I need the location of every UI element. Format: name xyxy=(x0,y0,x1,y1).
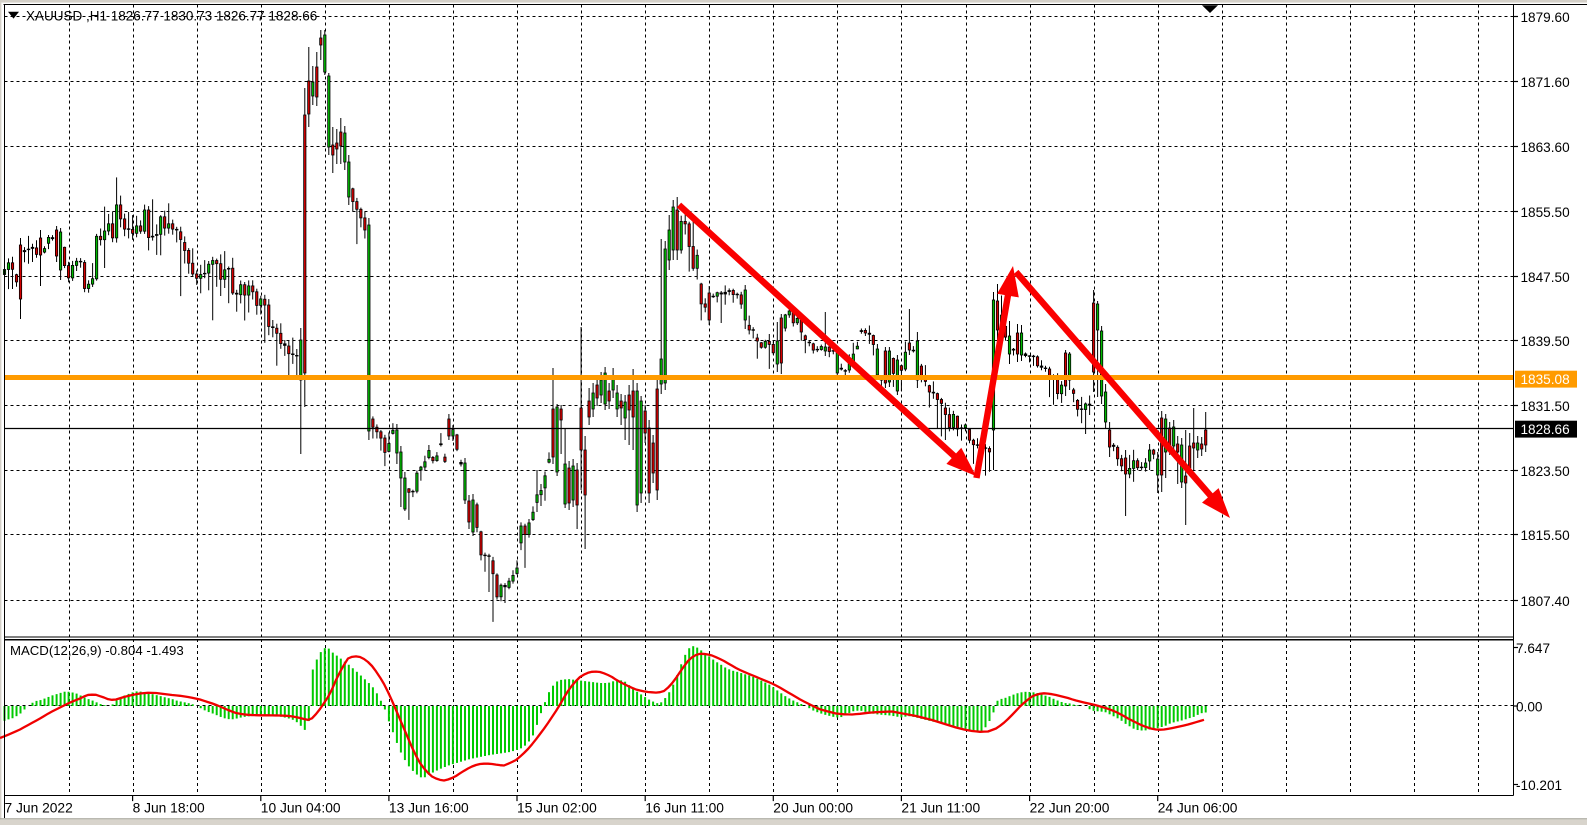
svg-text:15 Jun 02:00: 15 Jun 02:00 xyxy=(517,801,597,816)
svg-text:13 Jun 16:00: 13 Jun 16:00 xyxy=(389,801,469,816)
svg-text:1807.40: 1807.40 xyxy=(1521,594,1571,609)
svg-text:1831.50: 1831.50 xyxy=(1521,399,1571,414)
svg-text:1879.60: 1879.60 xyxy=(1521,10,1571,25)
svg-text:22 Jun 20:00: 22 Jun 20:00 xyxy=(1030,801,1110,816)
svg-text:7 Jun 2022: 7 Jun 2022 xyxy=(5,801,73,816)
svg-text:1839.50: 1839.50 xyxy=(1521,334,1571,349)
svg-text:21 Jun 11:00: 21 Jun 11:00 xyxy=(901,801,980,816)
svg-text:XAUUSD ,H1 1826.77 1830.73 18: XAUUSD ,H1 1826.77 1830.73 1826.77 1828.… xyxy=(26,9,317,24)
svg-text:1871.60: 1871.60 xyxy=(1521,75,1571,90)
svg-text:16 Jun 11:00: 16 Jun 11:00 xyxy=(645,801,724,816)
svg-text:1823.50: 1823.50 xyxy=(1521,464,1571,479)
svg-text:-10.201: -10.201 xyxy=(1516,778,1562,793)
svg-text:1815.50: 1815.50 xyxy=(1521,528,1571,543)
svg-text:1855.50: 1855.50 xyxy=(1521,205,1571,220)
svg-text:0.00: 0.00 xyxy=(1516,700,1543,715)
svg-text:1847.50: 1847.50 xyxy=(1521,270,1571,285)
svg-text:1835.08: 1835.08 xyxy=(1521,372,1570,387)
svg-text:1828.66: 1828.66 xyxy=(1521,422,1570,437)
svg-text:10 Jun 04:00: 10 Jun 04:00 xyxy=(261,801,341,816)
svg-text:20 Jun 00:00: 20 Jun 00:00 xyxy=(773,801,853,816)
svg-text:24 Jun 06:00: 24 Jun 06:00 xyxy=(1158,801,1238,816)
svg-text:7.647: 7.647 xyxy=(1516,641,1550,656)
svg-text:MACD(12,26,9) -0.804 -1.493: MACD(12,26,9) -0.804 -1.493 xyxy=(10,643,184,658)
svg-text:8 Jun 18:00: 8 Jun 18:00 xyxy=(133,801,205,816)
svg-text:1863.60: 1863.60 xyxy=(1521,140,1571,155)
